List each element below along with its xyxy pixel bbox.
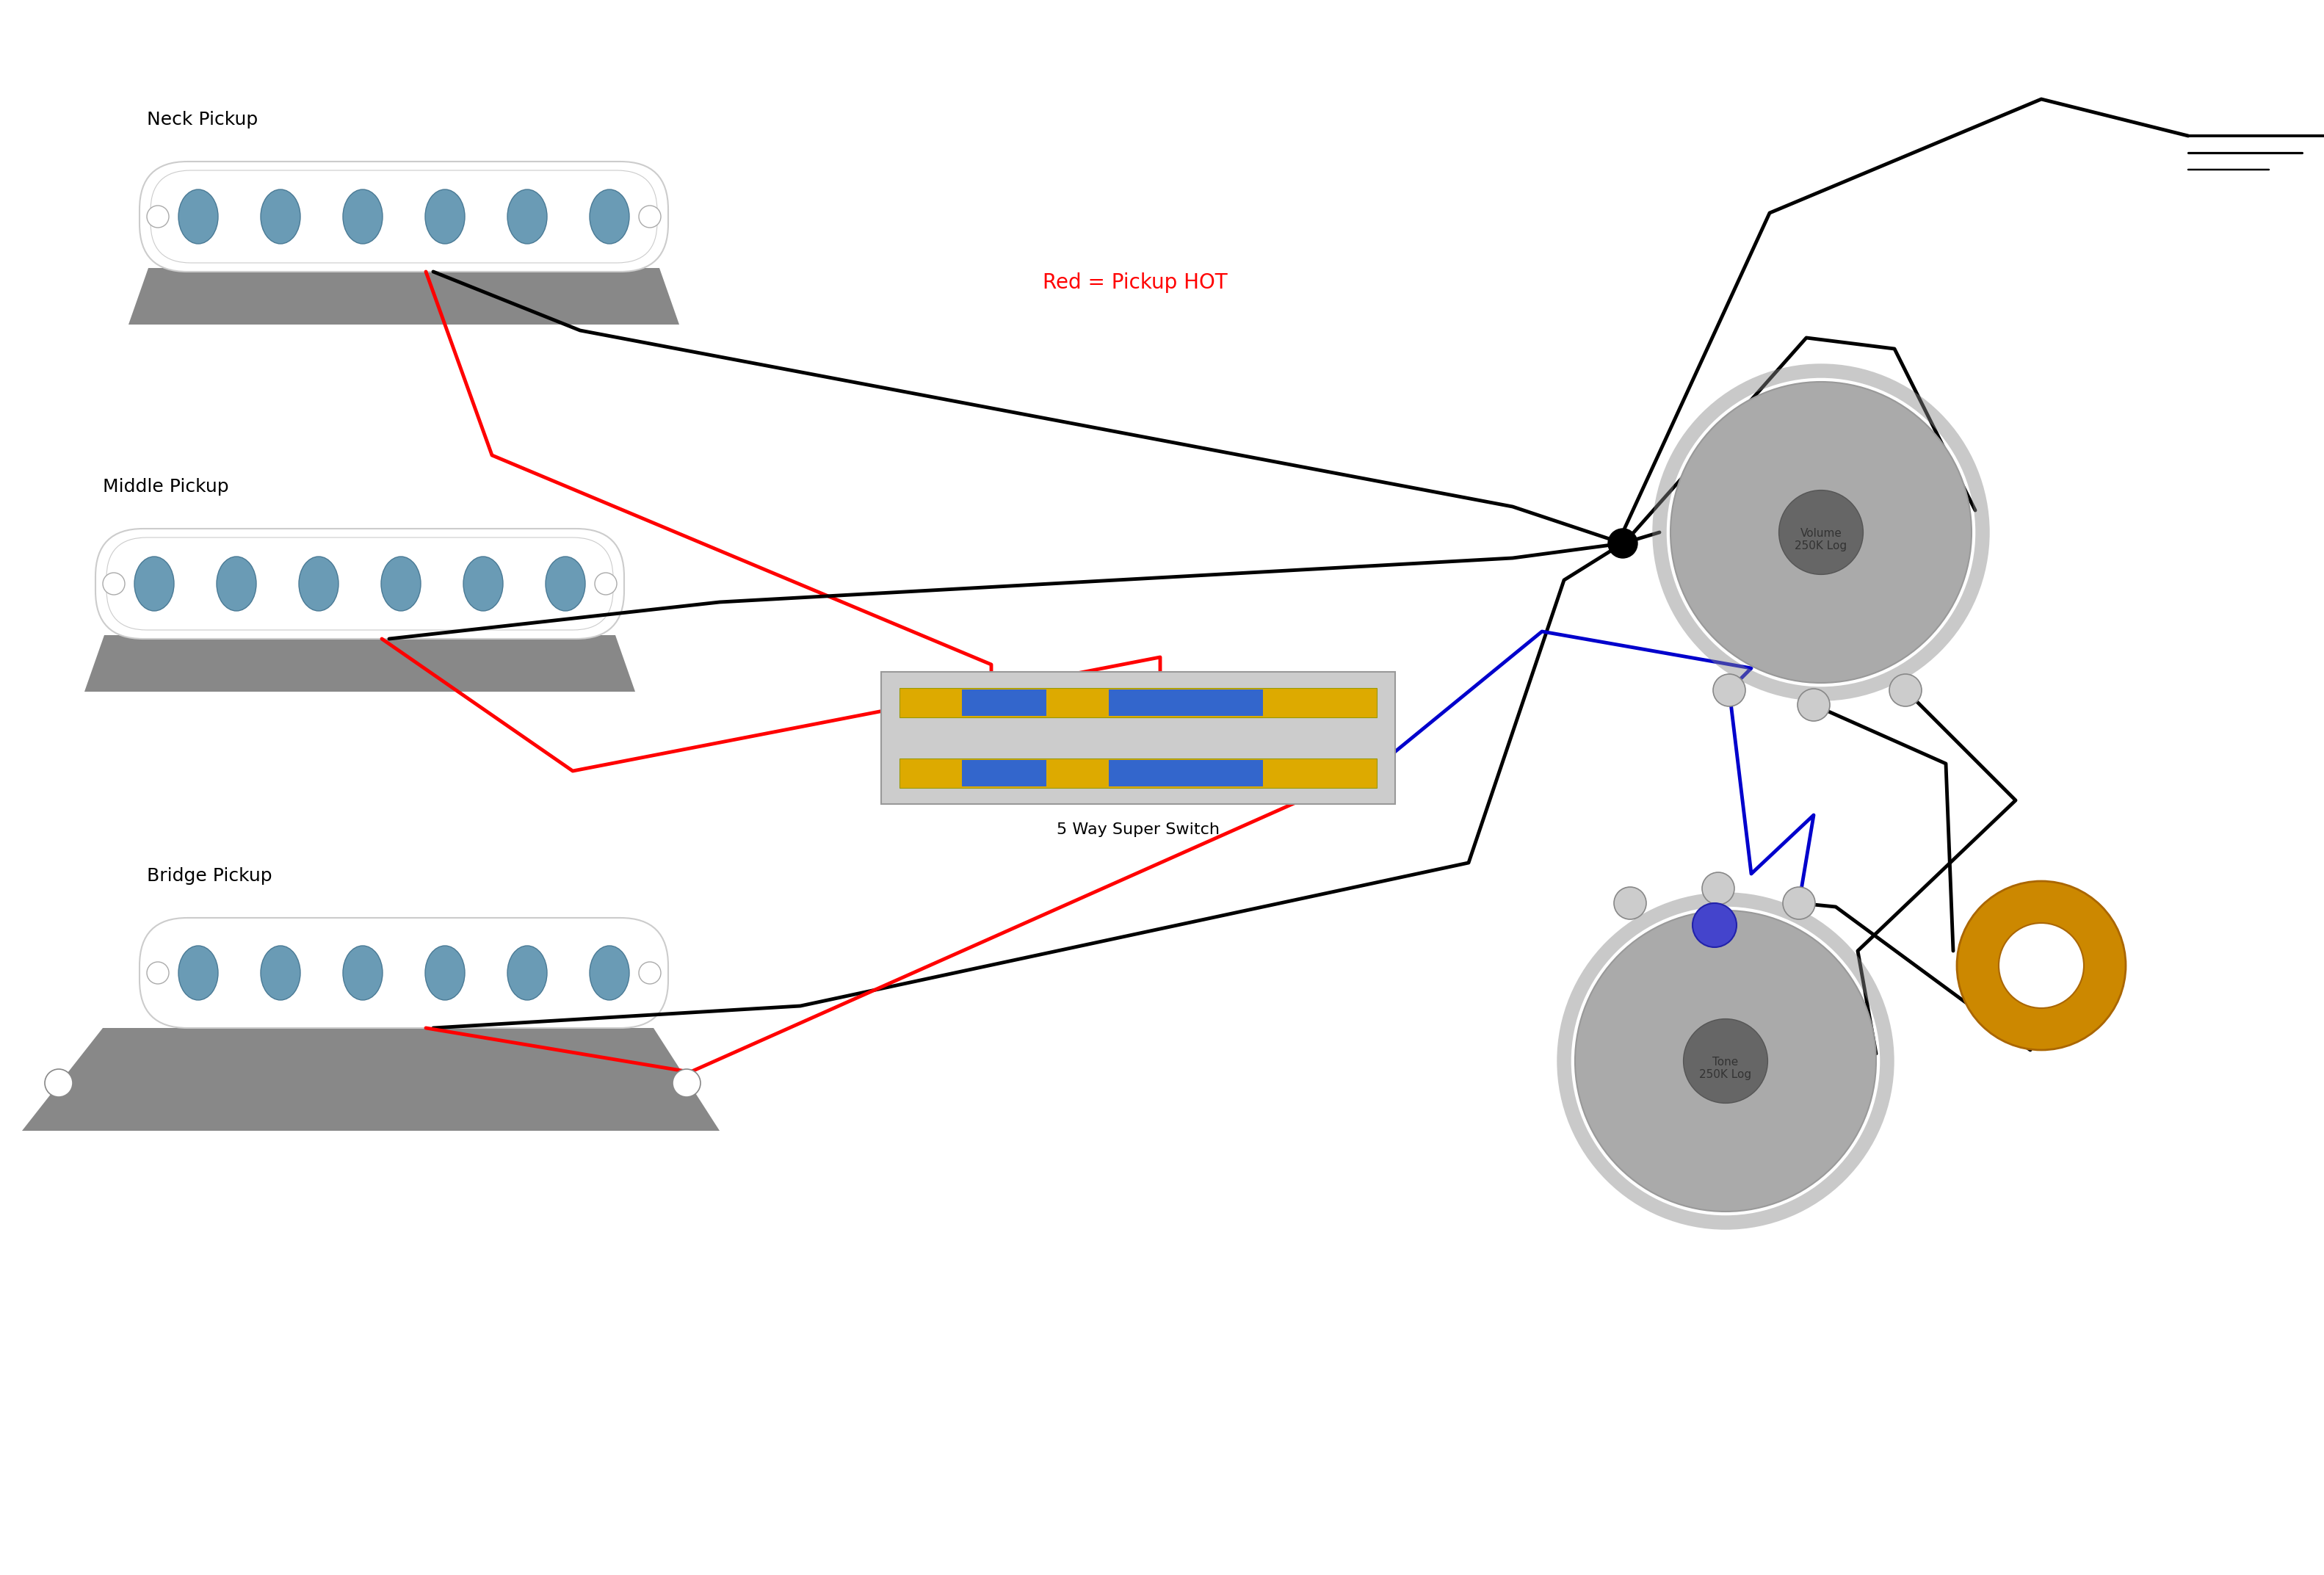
Circle shape	[639, 206, 660, 228]
Ellipse shape	[462, 556, 502, 611]
Circle shape	[44, 1069, 72, 1098]
Polygon shape	[128, 268, 679, 324]
Text: Tone
250K Log: Tone 250K Log	[1699, 1057, 1752, 1080]
FancyBboxPatch shape	[139, 918, 669, 1028]
Ellipse shape	[344, 945, 383, 1000]
Circle shape	[1701, 873, 1734, 904]
Ellipse shape	[216, 556, 256, 611]
Polygon shape	[21, 1028, 720, 1131]
Circle shape	[1613, 887, 1645, 920]
Circle shape	[1576, 910, 1875, 1211]
Ellipse shape	[179, 945, 218, 1000]
Bar	[881, 673, 1394, 803]
Text: Neck Pickup: Neck Pickup	[146, 110, 258, 129]
FancyBboxPatch shape	[151, 170, 658, 263]
Circle shape	[1683, 1019, 1769, 1102]
Circle shape	[1671, 381, 1971, 684]
Ellipse shape	[260, 945, 300, 1000]
Circle shape	[146, 206, 170, 228]
Bar	[899, 688, 1376, 717]
Circle shape	[102, 573, 125, 595]
Text: 5 Way Super Switch: 5 Way Super Switch	[1057, 822, 1220, 836]
Bar	[1109, 690, 1262, 717]
Ellipse shape	[179, 189, 218, 244]
Ellipse shape	[381, 556, 421, 611]
FancyBboxPatch shape	[95, 529, 625, 639]
FancyBboxPatch shape	[139, 162, 669, 271]
Circle shape	[1608, 529, 1638, 558]
Circle shape	[672, 1069, 700, 1098]
Ellipse shape	[260, 189, 300, 244]
Text: Red = Pickup HOT: Red = Pickup HOT	[1043, 272, 1227, 293]
Circle shape	[1889, 674, 1922, 706]
Circle shape	[1778, 490, 1864, 575]
Ellipse shape	[425, 945, 465, 1000]
Ellipse shape	[425, 189, 465, 244]
Ellipse shape	[546, 556, 586, 611]
Ellipse shape	[590, 189, 630, 244]
Circle shape	[1783, 887, 1815, 920]
Bar	[962, 761, 1046, 786]
Ellipse shape	[507, 189, 546, 244]
Text: Volume
250K Log: Volume 250K Log	[1794, 528, 1848, 551]
FancyBboxPatch shape	[107, 537, 614, 630]
Ellipse shape	[344, 189, 383, 244]
Circle shape	[1713, 674, 1745, 706]
Circle shape	[1692, 902, 1736, 947]
Ellipse shape	[135, 556, 174, 611]
Ellipse shape	[507, 945, 546, 1000]
Circle shape	[1796, 688, 1829, 721]
Circle shape	[146, 962, 170, 984]
Ellipse shape	[590, 945, 630, 1000]
Circle shape	[1957, 880, 2126, 1051]
Text: Middle Pickup: Middle Pickup	[102, 477, 228, 496]
Bar	[899, 759, 1376, 788]
Ellipse shape	[300, 556, 339, 611]
Polygon shape	[84, 635, 634, 691]
Text: Bridge Pickup: Bridge Pickup	[146, 868, 272, 885]
Bar	[1109, 761, 1262, 786]
Circle shape	[595, 573, 616, 595]
Bar	[962, 690, 1046, 717]
Circle shape	[1999, 923, 2085, 1008]
Circle shape	[639, 962, 660, 984]
